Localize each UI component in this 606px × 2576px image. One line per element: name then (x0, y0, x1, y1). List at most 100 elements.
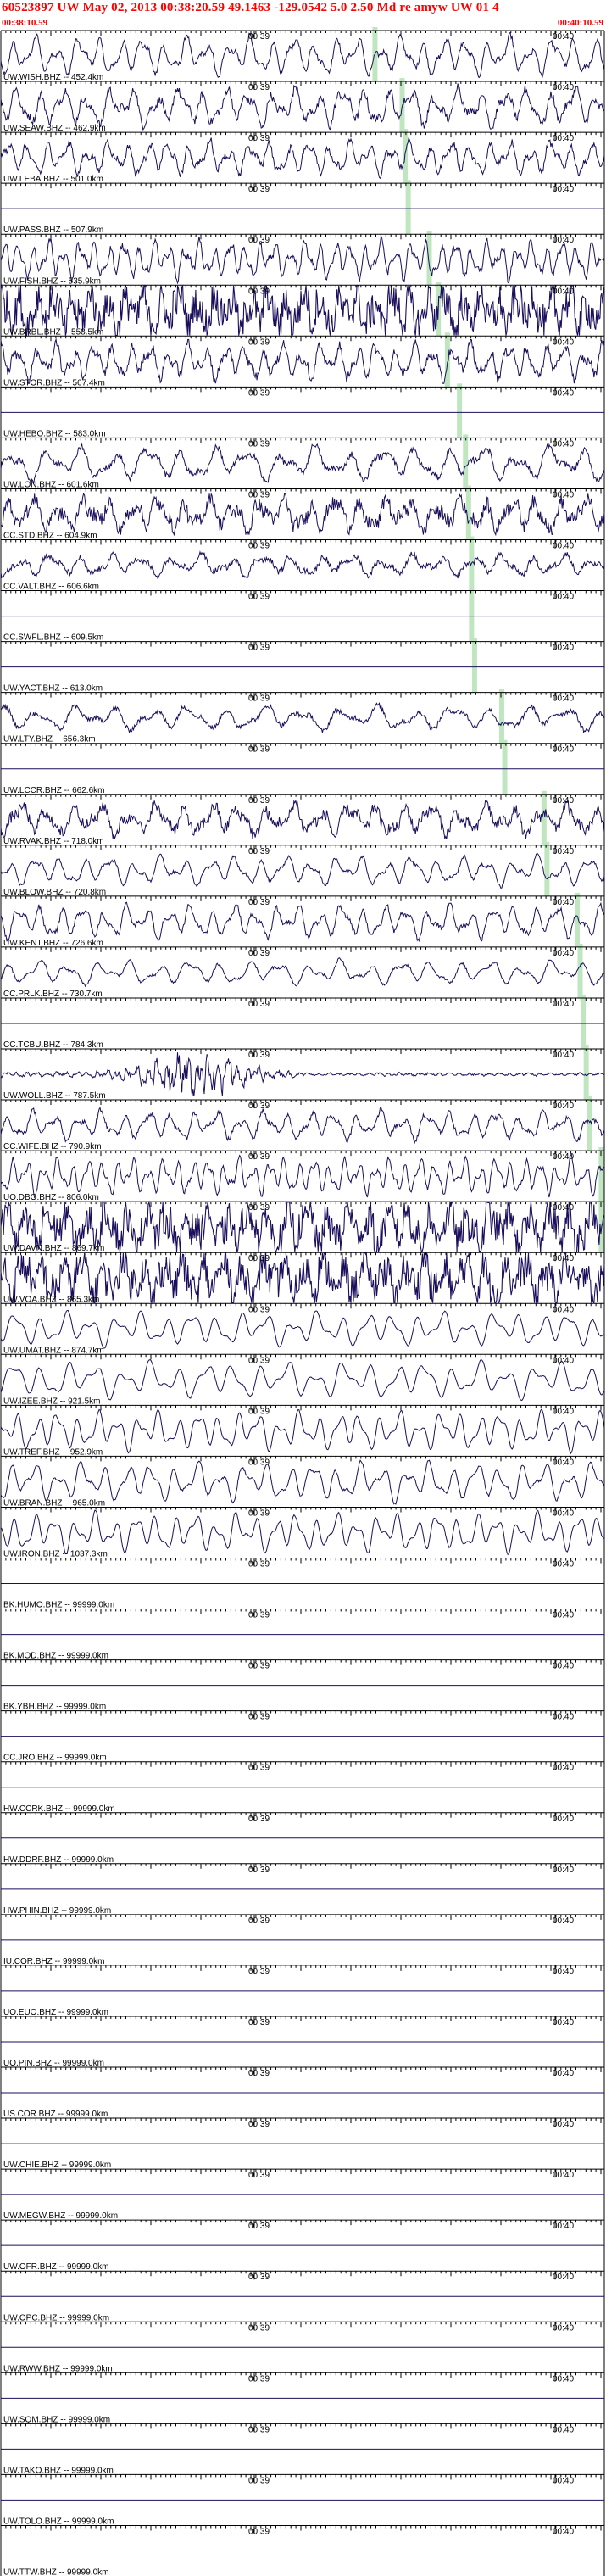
time-ticks (0, 438, 602, 443)
station-label: UW.BRAN.BHZ -- 965.0km (3, 1498, 105, 1508)
tick-label: 00:39 (248, 1000, 270, 1009)
tick-label: 00:40 (553, 2272, 574, 2282)
time-ticks (0, 2322, 602, 2328)
waveform-trace (0, 31, 605, 80)
tick-label: 00:39 (248, 1051, 270, 1060)
station-label: UW.VOA.BHZ -- 865.3km (3, 1295, 99, 1304)
tick-label: 00:39 (248, 2018, 270, 2027)
time-ticks (0, 1100, 602, 1106)
station-label: UW.BRBL.BHZ -- 558.5km (3, 327, 103, 337)
time-ticks (0, 1761, 602, 1767)
station-label: HW.CCRK.BHZ -- 99999.0km (3, 1804, 115, 1814)
station-label: UW.RWW.BHZ -- 99999.0km (3, 2364, 113, 2373)
tick-label: 00:40 (553, 898, 574, 907)
time-ticks (0, 2016, 602, 2021)
tick-label: 00:40 (553, 694, 574, 704)
time-ticks (0, 1049, 602, 1054)
time-ticks (0, 997, 602, 1003)
pick-marker (465, 485, 471, 540)
station-label: CC.JRO.BHZ -- 99999.0km (3, 1754, 107, 1763)
time-ticks (0, 743, 602, 749)
pick-marker (587, 1096, 592, 1151)
pick-marker (541, 790, 547, 845)
tick-label: 00:39 (248, 1254, 270, 1263)
station-label: UW.SEAW.BHZ -- 462.9km (3, 124, 106, 133)
station-label: HW.PHIN.BHZ -- 99999.0km (3, 1906, 111, 1915)
pick-marker (598, 1147, 604, 1202)
time-ticks (0, 2372, 602, 2378)
station-label: UW.OPC.BHZ -- 99999.0km (3, 2313, 109, 2322)
waveform-trace (0, 283, 605, 337)
station-label: UW.TAKO.BHZ -- 99999.0km (3, 2466, 114, 2475)
time-ticks (0, 1303, 602, 1309)
pick-marker (583, 1045, 589, 1101)
station-label: BK.HUMO.BHZ -- 99999.0km (3, 1601, 114, 1610)
station-label: US.COR.BHZ -- 99999.0km (3, 2110, 108, 2119)
tick-label: 00:40 (553, 1764, 574, 1773)
tick-label: 00:40 (553, 337, 574, 347)
waveform-trace (0, 1252, 605, 1305)
time-ticks (0, 2118, 602, 2124)
time-ticks (0, 1354, 602, 1360)
waveform-trace (0, 337, 605, 384)
end-time-label: 00:40:10.59 (557, 18, 603, 28)
pick-marker (457, 383, 463, 438)
tick-label: 00:39 (248, 1713, 270, 1722)
time-ticks (0, 1151, 602, 1157)
station-label: UW.TREF.BHZ -- 952.9km (3, 1447, 103, 1457)
time-ticks (0, 2474, 602, 2480)
tick-label: 00:39 (248, 1508, 270, 1518)
waveform-trace (0, 1359, 605, 1402)
pick-marker (498, 689, 504, 744)
waveform-trace (0, 83, 605, 131)
pick-marker (471, 638, 477, 693)
tick-label: 00:39 (248, 2527, 270, 2536)
time-ticks (0, 1507, 602, 1513)
tick-label: 00:39 (248, 1560, 270, 1570)
station-label: BK.YBH.BHZ -- 99999.0km (3, 1703, 106, 1712)
tick-label: 00:39 (248, 287, 270, 296)
time-ticks (0, 2067, 602, 2072)
tick-label: 00:39 (248, 2272, 270, 2282)
station-label: HW.DDRF.BHZ -- 99999.0km (3, 1855, 114, 1865)
waveform-trace (0, 137, 605, 180)
tick-label: 00:40 (553, 1000, 574, 1009)
tick-label: 00:39 (248, 337, 270, 347)
time-ticks (0, 1914, 602, 1920)
tick-label: 00:40 (553, 745, 574, 755)
station-label: UW.STOR.BHZ -- 567.4km (3, 378, 105, 388)
waveform-trace (0, 443, 605, 486)
tick-label: 00:40 (553, 1815, 574, 1824)
station-label: CC.WIFE.BHZ -- 790.9km (3, 1142, 102, 1151)
station-label: UW.KENT.BHZ -- 726.6km (3, 939, 103, 948)
tick-label: 00:40 (553, 2120, 574, 2129)
tick-label: 00:39 (248, 1101, 270, 1111)
time-ticks (0, 895, 602, 901)
tick-label: 00:40 (553, 287, 574, 296)
time-ticks (0, 2525, 602, 2531)
tick-label: 00:40 (553, 32, 574, 42)
tick-label: 00:39 (248, 2425, 270, 2434)
time-ticks (0, 794, 602, 800)
tick-label: 00:39 (248, 2323, 270, 2333)
time-ticks (0, 1405, 602, 1411)
station-label: UW.TOLO.BHZ -- 99999.0km (3, 2517, 114, 2526)
tick-label: 00:40 (553, 388, 574, 398)
time-ticks (0, 590, 602, 596)
tick-label: 00:40 (553, 1101, 574, 1111)
station-label: UW.HEBO.BHZ -- 583.0km (3, 429, 106, 438)
station-label: UW.CHIE.BHZ -- 99999.0km (3, 2161, 111, 2170)
tick-label: 00:40 (553, 1560, 574, 1570)
pick-marker (577, 943, 583, 998)
station-label: CC.STD.BHZ -- 604.9km (3, 532, 97, 541)
pick-marker (574, 892, 580, 947)
waveform-trace (0, 1107, 605, 1145)
time-ticks (0, 2423, 602, 2429)
time-ticks (0, 2169, 602, 2175)
tick-label: 00:39 (248, 796, 270, 806)
time-ticks (0, 2220, 602, 2226)
tick-label: 00:39 (248, 1203, 270, 1213)
station-label: CC.PRLK.BHZ -- 730.7km (3, 990, 103, 999)
station-label: UW.LEBA.BHZ -- 501.0km (3, 175, 103, 184)
station-label: UW.IZEE.BHZ -- 921.5km (3, 1397, 100, 1406)
